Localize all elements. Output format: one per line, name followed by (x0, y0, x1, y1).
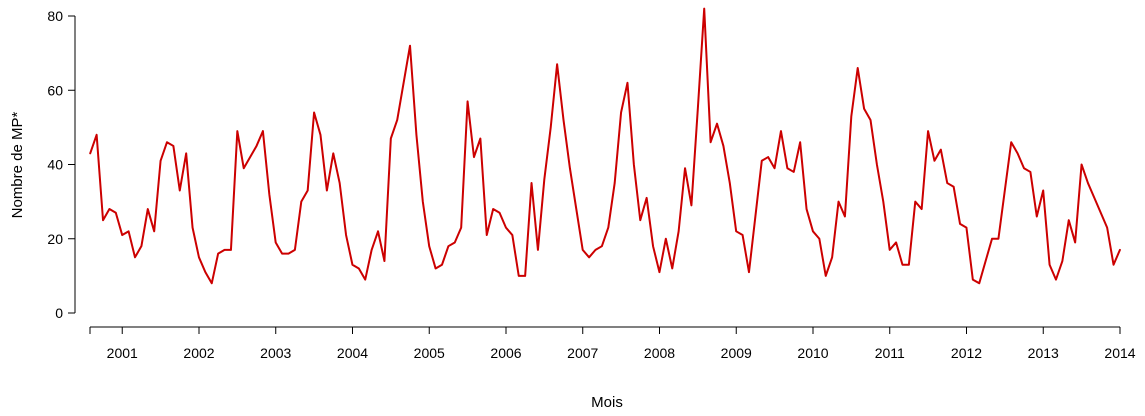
x-tick-label: 2006 (490, 345, 521, 361)
x-tick-label: 2004 (337, 345, 368, 361)
y-tick-label: 0 (55, 305, 63, 321)
x-axis-title: Mois (591, 394, 623, 411)
y-axis: 0 20 40 60 80 (47, 8, 76, 321)
x-tick-label: 2003 (260, 345, 291, 361)
y-tick-label: 80 (47, 8, 63, 24)
y-tick-label: 60 (47, 82, 63, 98)
x-tick-label: 2001 (107, 345, 138, 361)
x-axis: 2001 2002 2003 2004 2005 2006 2007 2008 2009 2010… (89, 326, 1136, 361)
x-tick-label: 2012 (951, 345, 982, 361)
series-layer (89, 7, 1121, 285)
x-tick-label: 2007 (567, 345, 598, 361)
x-tick-label: 2010 (797, 345, 828, 361)
series (89, 7, 1121, 285)
y-tick-label: 40 (47, 157, 63, 173)
y-tick-label: 20 (47, 231, 63, 247)
x-tick-label: 2013 (1028, 345, 1059, 361)
x-tick-label: 2005 (414, 345, 445, 361)
x-tick-label: 2009 (721, 345, 752, 361)
x-tick-label: 2014 (1104, 345, 1135, 361)
series-line (89, 7, 1121, 285)
x-tick-label: 2002 (183, 345, 214, 361)
y-axis-title: Nombre de MP* (9, 111, 26, 218)
x-tick-label: 2008 (644, 345, 675, 361)
x-tick-label: 2011 (875, 345, 905, 361)
